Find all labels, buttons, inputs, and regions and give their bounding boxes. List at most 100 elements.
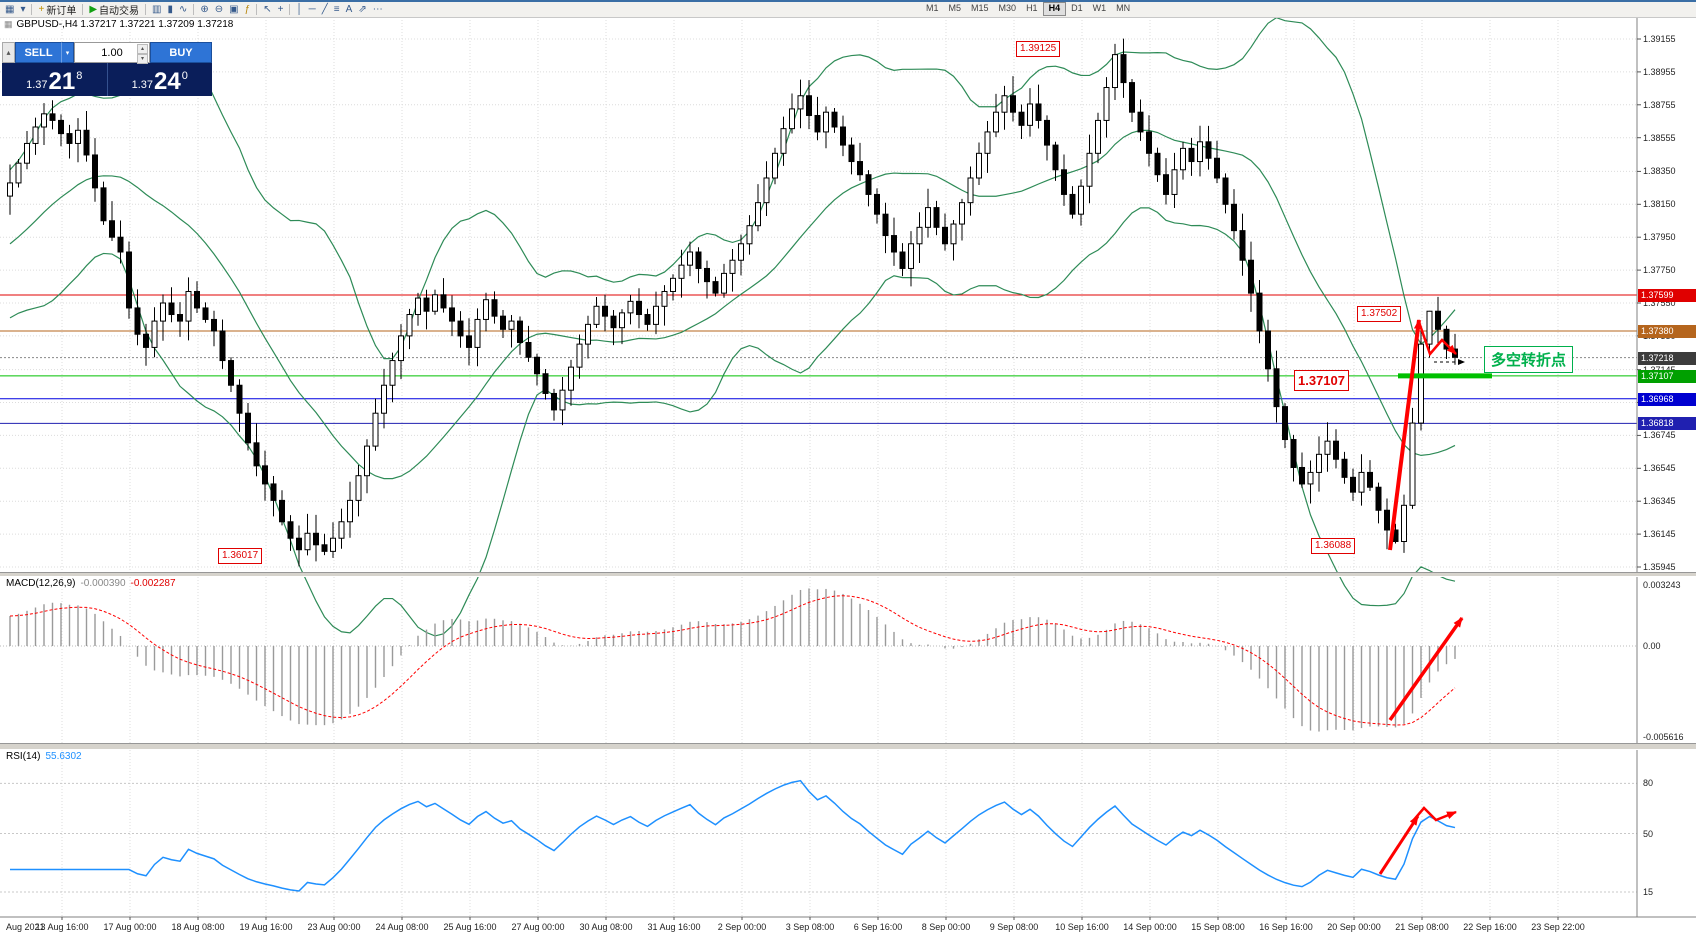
time-axis-label: 23 Sep 22:00: [1531, 922, 1585, 932]
more-tools-icon: ⋯: [372, 4, 383, 15]
price-tag: 1.37218: [1638, 351, 1696, 365]
zoom-in-icon: ⊕: [200, 4, 209, 15]
line-chart-icon[interactable]: ∿: [177, 3, 189, 16]
macd-signal-value: -0.002287: [130, 578, 176, 589]
bullish-impulse-arrow[interactable]: [1388, 319, 1422, 551]
text-tool-icon[interactable]: A: [344, 3, 355, 16]
price-label-object[interactable]: 1.36017: [218, 548, 263, 564]
rsi-zigzag-arrow[interactable]: [1411, 806, 1457, 823]
time-axis-label: Aug 2021: [6, 922, 45, 932]
macd-indicator-label: MACD(12,26,9) -0.000390 -0.002287: [6, 578, 176, 589]
price-label-object[interactable]: 1.37107: [1294, 370, 1349, 391]
toolbar-separator: [31, 4, 33, 15]
trendline-tool-icon: ╱: [321, 4, 328, 15]
timeframe-m15[interactable]: M15: [971, 3, 989, 13]
price-label-object[interactable]: 1.39125: [1016, 41, 1061, 57]
zoom-in-icon[interactable]: ⊕: [198, 3, 210, 16]
timeframe-mn[interactable]: MN: [1116, 3, 1131, 13]
sell-button[interactable]: SELL: [15, 42, 61, 63]
candlestick-chart-icon[interactable]: ▮: [165, 3, 175, 16]
rsi-momentum-arrow[interactable]: [1378, 815, 1420, 875]
new-chart-icon[interactable]: ▦: [3, 3, 16, 16]
timeframe-m30[interactable]: M30: [998, 3, 1017, 13]
toolbar: ▦ ▾ + 新订单 ▶ 自动交易 ▥ ▮ ∿ ⊕ ⊖ ▣ ƒ ↖ + │ ─ ╱ ≡ A ⇗ ⋯ M1 M5 M15 M30 H1 H…: [0, 2, 1696, 18]
tile-windows-icon[interactable]: ▣: [227, 3, 240, 16]
symbol-header: ▦ GBPUSD-,H4 1.37217 1.37221 1.37209 1.3…: [4, 19, 233, 30]
time-axis-label: 30 Aug 08:00: [579, 922, 633, 932]
arrow-tool-icon: ⇗: [358, 4, 367, 15]
time-axis-label: 17 Aug 00:00: [103, 922, 157, 932]
price-scale-label: 1.38955: [1643, 66, 1676, 77]
collapse-trade-panel-button[interactable]: ▴: [2, 42, 15, 63]
time-axis-label: 23 Aug 00:00: [307, 922, 361, 932]
time-axis-label: 24 Aug 08:00: [375, 922, 429, 932]
sell-price-prefix: 1.37: [26, 79, 48, 91]
macd-panel-splitter[interactable]: [0, 572, 1696, 577]
arrow-tool-icon[interactable]: ⇗: [356, 3, 368, 16]
price-label-object[interactable]: 1.36088: [1311, 538, 1356, 554]
price-tag: 1.37107: [1638, 369, 1696, 383]
turning-point-annotation[interactable]: 多空转折点: [1484, 346, 1574, 373]
new-order-button-label: 新订单: [46, 6, 77, 17]
crosshair-icon[interactable]: +: [276, 3, 286, 16]
timeframe-h4[interactable]: H4: [1042, 2, 1067, 16]
time-axis-label: 22 Sep 16:00: [1463, 922, 1517, 932]
volume-down-icon[interactable]: ▾: [137, 54, 148, 64]
timeframe-w1[interactable]: W1: [1092, 3, 1107, 13]
macd-scale-min: -0.005616: [1643, 732, 1684, 742]
time-axis-label: 13 Aug 16:00: [35, 922, 89, 932]
sell-price[interactable]: 1.37 21 8: [2, 63, 107, 96]
time-axis-label: 27 Aug 00:00: [511, 922, 565, 932]
autotrade-button-label: 自动交易: [99, 6, 140, 17]
rsi-scale-level: 15: [1643, 886, 1654, 897]
text-tool-icon: A: [345, 4, 353, 15]
timeframe-m5[interactable]: M5: [948, 3, 962, 13]
volume-field[interactable]: 1.00 ▴ ▾: [74, 42, 150, 64]
cursor-icon[interactable]: ↖: [261, 3, 273, 16]
timeframe-d1[interactable]: D1: [1071, 3, 1083, 13]
new-chart-icon: ▦: [5, 4, 15, 15]
price-scale-label: 1.37550: [1643, 298, 1676, 308]
vertical-line-tool-icon: │: [296, 4, 303, 15]
fibonacci-tool-icon[interactable]: ≡: [332, 3, 342, 16]
vertical-line-tool-icon[interactable]: │: [294, 3, 304, 16]
new-order-button[interactable]: + 新订单: [36, 3, 78, 17]
order-type-dropdown-icon[interactable]: ▾: [61, 42, 74, 63]
price-scale-label: 1.36545: [1643, 463, 1676, 474]
time-axis-label: 21 Sep 08:00: [1395, 922, 1449, 932]
indicators-icon: ƒ: [244, 4, 251, 15]
more-tools-icon[interactable]: ⋯: [371, 3, 385, 16]
price-label-object[interactable]: 1.37502: [1357, 306, 1402, 322]
buy-button[interactable]: BUY: [150, 42, 212, 63]
chart-profiles-icon[interactable]: ▾: [18, 3, 27, 16]
indicators-icon[interactable]: ƒ: [243, 3, 253, 16]
toolbar-separator: [256, 4, 258, 15]
volume-up-icon[interactable]: ▴: [137, 44, 148, 54]
price-scale-label: 1.37950: [1643, 232, 1676, 243]
price-scale-label: 1.38350: [1643, 166, 1676, 177]
bar-chart-icon: ▥: [152, 4, 162, 15]
trendline-tool-icon[interactable]: ╱: [320, 3, 330, 16]
price-tag: 1.37599: [1638, 288, 1696, 302]
rsi-panel-splitter[interactable]: [0, 743, 1696, 750]
time-axis-label: 15 Sep 08:00: [1191, 922, 1245, 932]
bar-chart-icon[interactable]: ▥: [150, 3, 163, 16]
zoom-out-icon[interactable]: ⊖: [213, 3, 225, 16]
buy-price[interactable]: 1.37 24 0: [106, 63, 213, 96]
rsi-scale-level: 50: [1643, 828, 1654, 839]
time-axis-label: 16 Sep 16:00: [1259, 922, 1313, 932]
horizontal-line-tool-icon[interactable]: ─: [307, 3, 318, 16]
macd-momentum-arrow[interactable]: [1388, 616, 1464, 722]
rsi-scale-level: 80: [1643, 778, 1654, 789]
price-scale-label: 1.38150: [1643, 199, 1676, 210]
macd-name: MACD(12,26,9): [6, 578, 76, 589]
price-scale-label: 1.39155: [1643, 34, 1676, 44]
price-scale-label: 1.38755: [1643, 99, 1676, 110]
autotrade-button[interactable]: ▶ 自动交易: [87, 3, 141, 17]
price-scale-label: 1.37145: [1643, 365, 1676, 375]
timeframe-m1[interactable]: M1: [926, 3, 939, 13]
time-axis-label: 31 Aug 16:00: [647, 922, 701, 932]
timeframe-h1[interactable]: H1: [1026, 3, 1038, 13]
pullback-zigzag-arrow[interactable]: [1417, 321, 1457, 357]
